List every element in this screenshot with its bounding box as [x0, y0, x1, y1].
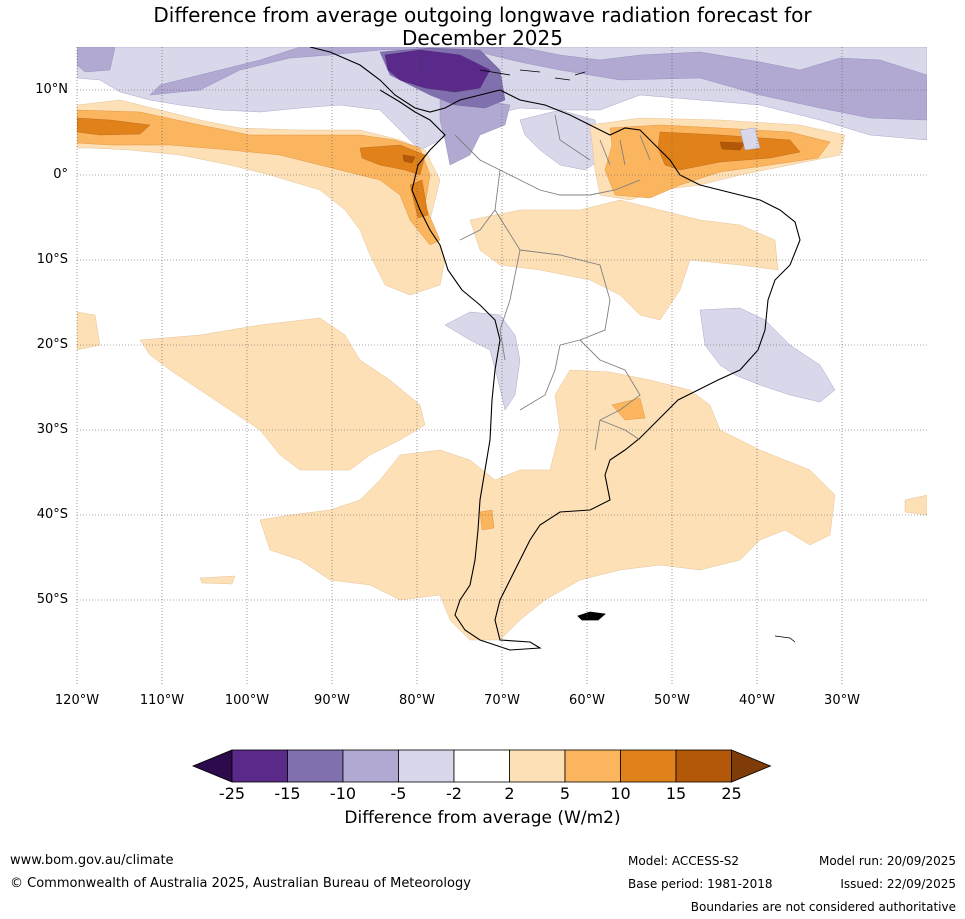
lon-label-80w: 80°W: [399, 693, 435, 708]
colorbar-tick-label: -5: [390, 784, 407, 803]
colorbar-tick-label: 2: [504, 784, 515, 803]
lon-label-50w: 50°W: [654, 693, 690, 708]
negative-anomaly-small-east-atlantic: [739, 127, 761, 151]
positive-anomaly-eastern-pacific-moderate: [77, 109, 441, 246]
colorbar-tick-label: -2: [446, 784, 462, 803]
footer-base-period: Base period: 1981-2018: [628, 877, 773, 891]
positive-anomaly-south-atlantic-edge: [904, 494, 927, 516]
colorbar-tick-label: 10: [610, 784, 631, 803]
lat-label-20s: 20°S: [36, 337, 68, 352]
lat-label-10s: 10°S: [36, 252, 68, 267]
title-line-2: December 2025: [402, 26, 563, 50]
negative-anomaly-band-moderate: [77, 47, 927, 121]
lon-label-100w: 100°W: [224, 693, 270, 708]
footer-model: Model: ACCESS-S2: [628, 854, 740, 868]
lon-label-40w: 40°W: [739, 693, 775, 708]
colorbar-segment: [398, 749, 455, 783]
footer-model-run: Model run: 20/09/2025: [818, 854, 956, 868]
positive-anomaly-southeast-pacific: [139, 317, 426, 471]
south-georgia: [774, 635, 796, 643]
colorbar-title: Difference from average (W/m2): [344, 808, 621, 828]
negative-anomaly-east-brazil: [699, 307, 836, 403]
lon-label-60w: 60°W: [569, 693, 605, 708]
country-boundaries: [454, 114, 651, 451]
colorbar-segment: [675, 749, 732, 783]
footer-disclaimer: Boundaries are not considered authoritat…: [690, 900, 956, 914]
colorbar-segment: [509, 749, 566, 783]
colorbar-segment: [564, 749, 621, 783]
colorbar-tick-label: 15: [665, 784, 687, 803]
colorbar-tick-label: 25: [721, 784, 742, 803]
colorbar-tick-label: 5: [559, 784, 571, 803]
lat-label-50s: 50°S: [36, 592, 68, 607]
positive-anomaly-patagonia-moderate: [479, 509, 495, 531]
positive-anomaly-south-small: [199, 575, 236, 585]
lon-label-30w: 30°W: [824, 693, 860, 708]
footer-website: www.bom.gov.au/climate: [10, 853, 174, 868]
lon-label-70w: 70°W: [484, 693, 520, 708]
colorbar-tick-label: -25: [218, 784, 246, 803]
colorbar-segments: [192, 749, 772, 783]
lat-label-10n: 10°N: [35, 82, 68, 97]
coastlines: [309, 47, 801, 651]
positive-anomaly-west-pacific-edge: [77, 311, 101, 351]
positive-anomaly-brazil: [469, 199, 779, 321]
lon-label-120w: 120°W: [54, 693, 100, 708]
colorbar-segment: [287, 749, 344, 783]
caribbean-islands: [479, 69, 586, 81]
footer-issued: Issued: 22/09/2025: [840, 877, 956, 891]
colorbar-segment: [453, 749, 510, 783]
lat-label-0: 0°: [53, 167, 68, 182]
colorbar-extend-high: [731, 749, 772, 783]
positive-anomaly-eastern-pacific-strong: [77, 117, 429, 219]
chart-title: Difference from average outgoing longwav…: [0, 4, 965, 50]
colorbar-tick-label: -10: [329, 784, 357, 803]
falkland-islands: [577, 611, 606, 621]
colorbar-segment: [620, 749, 677, 783]
lat-label-40s: 40°S: [36, 507, 68, 522]
positive-anomaly-core: [402, 141, 746, 164]
colorbar-segment: [342, 749, 399, 783]
lat-label-30s: 30°S: [36, 422, 68, 437]
south-america-coastline: [309, 47, 801, 651]
lon-label-90w: 90°W: [314, 693, 350, 708]
positive-anomaly-south-america: [259, 369, 836, 641]
colorbar-segment: [231, 749, 288, 783]
map-panel: [76, 47, 927, 685]
lon-label-110w: 110°W: [139, 693, 185, 708]
colorbar: [192, 749, 772, 783]
internal-boundaries: [454, 114, 651, 451]
footer-copyright: © Commonwealth of Australia 2025, Austra…: [10, 876, 471, 891]
gridlines: [76, 47, 927, 685]
positive-anomaly-uruguay-moderate: [611, 397, 646, 421]
colorbar-tick-label: -15: [274, 784, 301, 803]
title-line-1: Difference from average outgoing longwav…: [153, 3, 812, 27]
colorbar-extend-low: [192, 749, 233, 783]
